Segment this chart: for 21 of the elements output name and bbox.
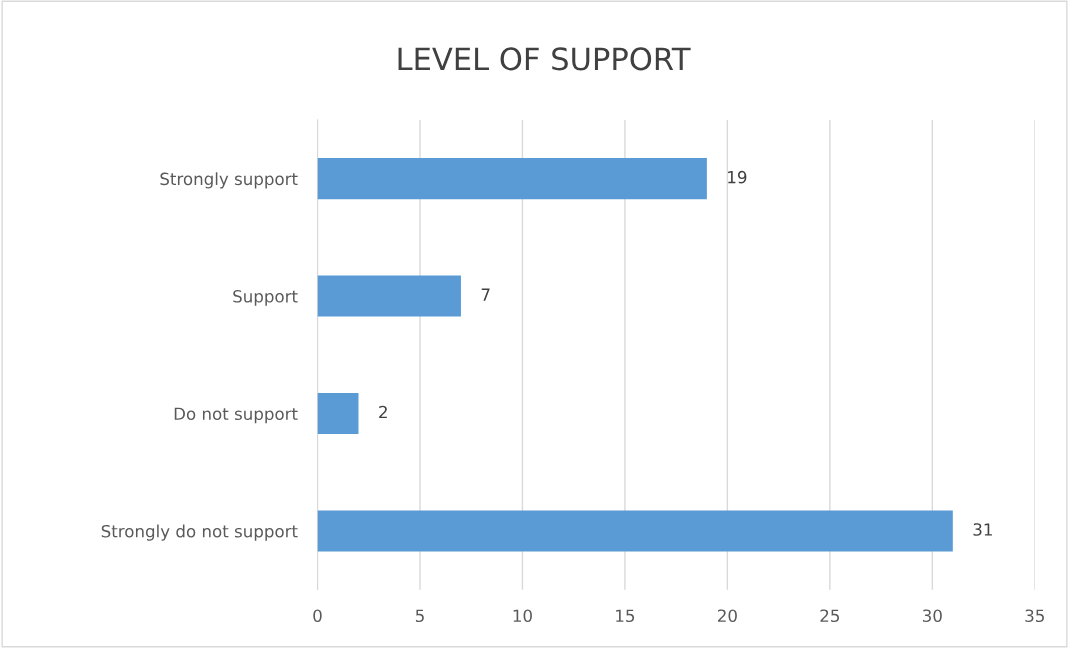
y-tick-label: Strongly do not support — [101, 524, 298, 541]
x-tick-label: 10 — [513, 609, 532, 623]
chart-title: LEVEL OF SUPPORT — [398, 47, 691, 71]
data-label: 2 — [379, 405, 387, 419]
x-tick-label: 15 — [616, 609, 635, 623]
y-tick-label: Do not support — [174, 407, 298, 424]
x-tick-label: 30 — [922, 609, 942, 623]
data-label: 31 — [973, 523, 992, 536]
data-label: 7 — [481, 288, 490, 301]
x-tick-label: 25 — [820, 609, 839, 623]
x-tick-label: 35 — [1025, 609, 1044, 623]
bar — [317, 510, 953, 552]
bar — [317, 158, 707, 200]
x-tick-label: 20 — [718, 609, 737, 623]
x-tick-label: 5 — [415, 609, 424, 623]
y-tick-label: Support — [233, 290, 298, 306]
bar — [317, 275, 461, 317]
x-tick-label: 0 — [313, 609, 322, 623]
bar — [317, 392, 359, 435]
y-tick-label: Strongly support — [160, 172, 298, 189]
data-label: 19 — [728, 170, 747, 184]
